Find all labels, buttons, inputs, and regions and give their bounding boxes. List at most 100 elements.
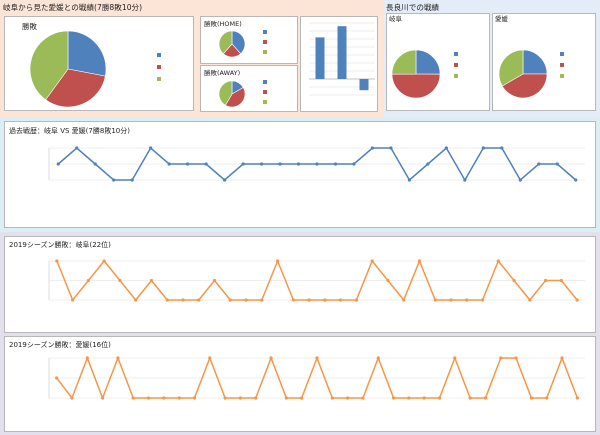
ehime-slice-1: [501, 73, 548, 99]
season_gifu-point-2: [86, 278, 91, 283]
season_gifu-point-9: [197, 298, 201, 302]
scores-bar-1: [337, 26, 347, 79]
history-title: 過去戦歴：岐阜 VS 愛媛(7勝8敗10分): [9, 126, 130, 135]
season_ehime-point-27: [468, 396, 472, 400]
season_gifu-point-17: [323, 298, 327, 302]
gifu-legend-swatch-1: [454, 63, 458, 67]
season_gifu-point-19: [354, 298, 359, 302]
ehime-pie-chart: 愛媛: [495, 14, 564, 99]
season_ehime-point-29: [499, 356, 503, 360]
season_ehime-point-20: [361, 396, 365, 400]
season_ehime-point-14: [269, 356, 273, 360]
home-title: 勝敗(HOME): [204, 19, 242, 28]
history-line-chart: 過去戦歴：岐阜 VS 愛媛(7勝8敗10分): [9, 126, 585, 182]
season_ehime-point-24: [422, 396, 426, 400]
history-point-7: [186, 162, 190, 166]
season_gifu-point-3: [102, 259, 106, 263]
season_gifu-point-32: [559, 278, 563, 283]
season_ehime-point-34: [575, 396, 579, 400]
home-pie-chart: 勝敗(HOME): [204, 19, 267, 58]
season_ehime-point-4: [116, 356, 120, 360]
season_gifu-point-21: [386, 278, 390, 283]
season_ehime-point-18: [330, 396, 334, 400]
season_gifu-point-33: [575, 298, 579, 302]
season_gifu-point-16: [307, 298, 311, 302]
history-point-25: [518, 178, 522, 182]
ehime-legend-swatch-0: [560, 52, 564, 56]
season_ehime-point-33: [560, 356, 564, 360]
gifu-pie-chart: 岐阜: [389, 14, 458, 99]
history-point-13: [296, 162, 301, 166]
history-point-26: [537, 162, 541, 166]
season_gifu-point-24: [433, 298, 437, 302]
season_gifu-point-26: [465, 298, 469, 302]
ehime-legend-swatch-2: [560, 74, 564, 78]
overall-legend-swatch-0: [157, 53, 161, 57]
ehime-pie-card: 愛媛: [492, 13, 596, 111]
season_gifu-point-18: [339, 298, 343, 302]
home-pie-card: 勝敗(HOME): [200, 16, 298, 64]
season-ehime-card: 2019シーズン勝敗：愛媛(16位): [4, 336, 596, 432]
season_gifu-point-22: [402, 298, 406, 302]
season_ehime-point-31: [529, 396, 534, 400]
away-slice-1: [225, 87, 246, 108]
season_ehime-point-19: [346, 396, 350, 400]
away-pie-chart: 勝敗(AWAY): [204, 68, 267, 108]
history-point-8: [204, 162, 208, 166]
overall-pie-card: 勝敗: [4, 16, 194, 111]
season_ehime-point-2: [85, 356, 89, 360]
gifu-pie-card: 岐阜: [386, 13, 490, 111]
history-point-1: [75, 146, 79, 150]
season_ehime-point-12: [238, 396, 243, 400]
season-ehime-line-chart: 2019シーズン勝敗：愛媛(16位): [9, 340, 585, 401]
season_gifu-point-27: [480, 298, 485, 302]
history-point-15: [333, 162, 338, 166]
season_gifu-point-28: [496, 259, 500, 263]
season_ehime-point-21: [376, 356, 380, 360]
season_ehime-point-6: [146, 396, 151, 400]
overall-slice-0: [67, 30, 107, 77]
season_gifu-point-6: [149, 278, 154, 283]
history-point-22: [463, 178, 467, 182]
season_gifu-point-12: [244, 298, 248, 302]
score-bar-card: [300, 16, 378, 112]
season_ehime-point-9: [192, 396, 197, 400]
history-point-0: [56, 162, 60, 166]
overall-slice-1: [45, 68, 106, 108]
season_gifu-point-29: [512, 278, 516, 283]
season_ehime-point-8: [177, 396, 181, 400]
gifu-slice-1: [391, 73, 441, 99]
season_gifu-point-30: [528, 298, 532, 302]
season_gifu-point-1: [71, 298, 75, 302]
away-slice-2: [218, 80, 233, 106]
scores-bar-2: [359, 79, 369, 91]
season_ehime-point-0: [55, 376, 59, 380]
history-point-4: [130, 178, 134, 182]
season_gifu-point-14: [275, 259, 280, 263]
ehime-title: 愛媛: [495, 14, 509, 23]
season-gifu-card: 2019シーズン勝敗：岐阜(22位): [4, 236, 596, 333]
away-pie-card: 勝敗(AWAY): [200, 65, 298, 112]
season_ehime-point-5: [131, 396, 135, 400]
season_gifu-point-15: [291, 298, 295, 302]
overall-legend-swatch-1: [157, 65, 161, 69]
ehime-slice-2: [498, 49, 524, 87]
season_gifu-point-20: [370, 259, 374, 263]
home-legend-swatch-2: [263, 50, 267, 54]
season_gifu-point-10: [212, 278, 217, 283]
season-gifu-line-chart: 2019シーズン勝敗：岐阜(22位): [9, 240, 585, 302]
history-point-17: [370, 146, 375, 150]
right-title: 長良川での戦績: [386, 3, 440, 12]
season_ehime-point-16: [300, 396, 304, 400]
history-point-2: [93, 162, 97, 166]
history-point-21: [444, 146, 448, 150]
history-point-3: [112, 178, 116, 182]
season_ehime-point-30: [514, 356, 518, 360]
season_gifu-point-31: [543, 278, 548, 283]
season_ehime-point-13: [254, 396, 258, 400]
history-point-18: [389, 146, 393, 150]
history-point-20: [426, 162, 430, 166]
away-legend-swatch-2: [263, 100, 267, 104]
season_gifu-point-4: [118, 278, 122, 283]
score-bar-chart: [309, 22, 375, 96]
